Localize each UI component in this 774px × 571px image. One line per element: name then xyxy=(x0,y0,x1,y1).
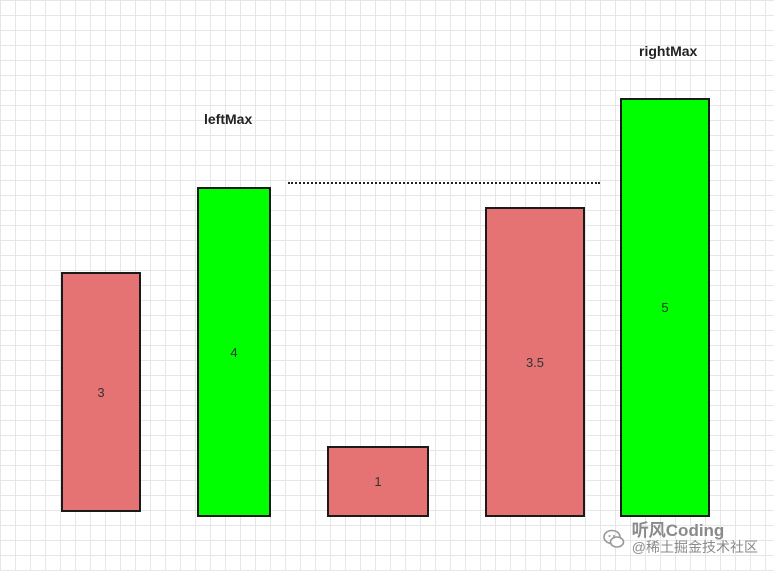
bar-3: 1 xyxy=(327,446,429,517)
bar-value-4: 3.5 xyxy=(525,354,545,370)
bar-value-5: 5 xyxy=(661,300,669,315)
watermark: 听风Coding @稀土掘金技术社区 xyxy=(602,522,758,555)
bar-2: 4 xyxy=(197,187,271,517)
watermark-sub: @稀土掘金技术社区 xyxy=(631,539,758,556)
watermark-name: 听风Coding xyxy=(631,521,725,541)
right-max-label: rightMax xyxy=(639,43,698,59)
bar-5: 5 xyxy=(620,98,710,517)
bar-value-1: 3 xyxy=(97,384,105,400)
level-dotted-line xyxy=(288,182,600,184)
left-max-label: leftMax xyxy=(204,111,253,127)
bar-4: 3.5 xyxy=(485,207,585,517)
bar-1: 3 xyxy=(61,272,141,512)
bar-value-2: 4 xyxy=(230,344,238,360)
wechat-bubble-icon xyxy=(602,529,625,548)
bar-value-3: 1 xyxy=(374,474,382,489)
